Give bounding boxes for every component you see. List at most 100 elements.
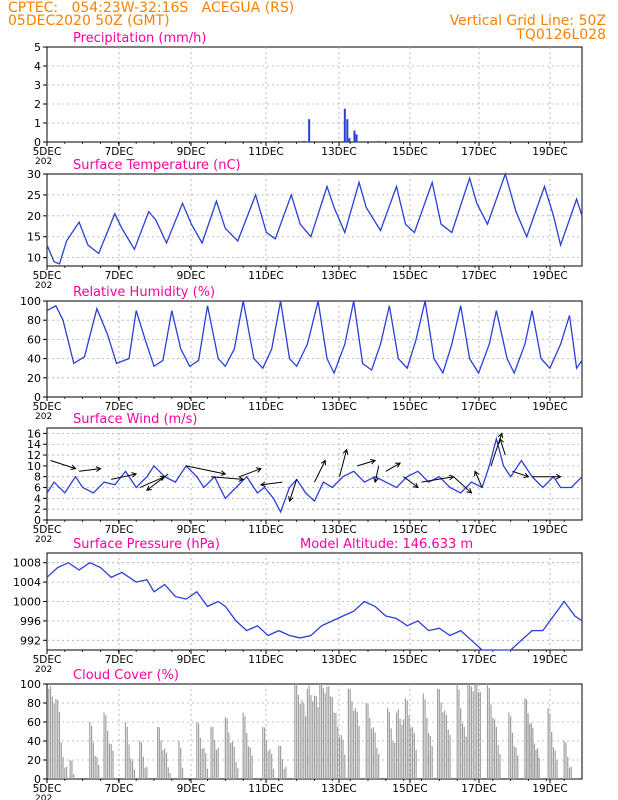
wind-ytick-label: 16	[27, 427, 41, 440]
rh-xtick-label: 13DEC	[321, 401, 356, 413]
precip-xtick-label: 19DEC	[532, 146, 567, 158]
precip-year-label: 202	[35, 157, 52, 167]
temp-series-line	[46, 171, 583, 265]
cloud-ytick-label: 20	[27, 754, 41, 767]
precip-ytick-label: 5	[34, 41, 41, 54]
precip-bar	[348, 138, 351, 142]
wind-wind-arrowhead	[555, 473, 562, 480]
wind-wind-arrow	[512, 470, 529, 478]
wind-wind-arrowhead	[498, 437, 504, 444]
wind-ytick-label: 12	[27, 449, 41, 462]
temp-xtick-label: 13DEC	[321, 270, 356, 282]
wind-wind-arrow	[374, 465, 380, 483]
wind-wind-arrowhead	[497, 432, 504, 439]
wind-wind-arrowhead	[412, 482, 419, 489]
wind-wind-arrowhead	[220, 470, 227, 476]
pres-title: Surface Pressure (hPa)	[73, 537, 220, 552]
wind-wind-arrow	[357, 459, 376, 467]
cloud-ytick-label: 80	[27, 697, 41, 710]
rh-title: Relative Humidity (%)	[73, 285, 215, 300]
rh-ytick-label: 20	[27, 372, 41, 385]
temp-xtick-label: 19DEC	[532, 270, 567, 282]
precip-frame	[46, 46, 583, 143]
rh-ytick-label: 100	[20, 295, 41, 308]
temp-xtick-label: 5DEC	[33, 270, 62, 282]
wind-series-line	[46, 436, 583, 514]
cloud-xtick-label: 5DEC	[33, 783, 62, 795]
wind-ytick-label: 10	[27, 460, 41, 473]
wind-xtick-label: 5DEC	[33, 524, 62, 536]
temp-ytick-label: 30	[27, 168, 41, 181]
cloud-ytick-label: 100	[20, 678, 41, 691]
wind-ytick-label: 14	[27, 438, 41, 451]
cloud-ytick-label: 60	[27, 716, 41, 729]
wind-wind-arrowhead	[95, 466, 102, 472]
temp-xtick-label: 9DEC	[177, 270, 206, 282]
wind-ytick-label: 8	[34, 471, 41, 484]
wind-wind-arrowhead	[131, 472, 138, 478]
wind-wind-arrowhead	[395, 462, 402, 468]
wind-year-label: 202	[35, 535, 52, 545]
wind-wind-arrow	[185, 465, 226, 475]
rh-xtick-label: 5DEC	[33, 401, 62, 413]
wind-wind-arrowhead	[373, 477, 379, 484]
wind-ytick-label: 6	[34, 482, 41, 495]
rh-year-label: 202	[35, 412, 52, 422]
precip-ytick-label: 1	[34, 117, 41, 130]
wind-wind-arrowhead	[288, 496, 294, 503]
pres-xtick-label: 15DEC	[392, 654, 427, 666]
temp-ytick-label: 15	[27, 231, 41, 244]
wind-xtick-label: 11DEC	[248, 524, 283, 536]
temp-ytick-label: 10	[27, 252, 41, 265]
cloud-xtick-label: 9DEC	[177, 783, 206, 795]
wind-wind-arrow	[499, 438, 506, 456]
cloud-xtick-label: 11DEC	[248, 783, 283, 795]
wind-xtick-label: 7DEC	[105, 524, 134, 536]
precip-ytick-label: 4	[34, 60, 41, 73]
precip-bar	[377, 141, 380, 142]
cloud-xtick-label: 19DEC	[532, 783, 567, 795]
temp-xtick-label: 7DEC	[105, 270, 134, 282]
wind-wind-arrow	[260, 481, 283, 486]
wind-wind-arrow	[385, 462, 401, 472]
temp-title: Surface Temperature (nC)	[73, 158, 241, 173]
wind-xtick-label: 15DEC	[392, 524, 427, 536]
wind-wind-arrowhead	[474, 470, 480, 477]
rh-ytick-label: 40	[27, 353, 41, 366]
pres-ytick-label: 1004	[13, 576, 41, 589]
precip-bar	[302, 141, 305, 142]
pres-ytick-label: 1000	[13, 596, 41, 609]
cloud-ytick-label: 40	[27, 735, 41, 748]
precip-title: Precipitation (mm/h)	[73, 31, 206, 46]
wind-xtick-label: 13DEC	[321, 524, 356, 536]
wind-xtick-label: 19DEC	[532, 524, 567, 536]
wind-wind-arrow	[146, 473, 169, 491]
rh-xtick-label: 11DEC	[248, 401, 283, 413]
rh-xtick-label: 9DEC	[177, 401, 206, 413]
precip-xtick-label: 17DEC	[461, 146, 496, 158]
pres-ytick-label: 992	[20, 634, 41, 647]
header-grid-line: Vertical Grid Line: 50Z	[449, 13, 606, 29]
pres-xtick-label: 7DEC	[105, 654, 134, 666]
cloud-ytick-label: 0	[34, 773, 41, 786]
temp-xtick-label: 15DEC	[392, 270, 427, 282]
wind-wind-arrowhead	[255, 467, 262, 473]
rh-ytick-label: 60	[27, 333, 41, 346]
precip-ytick-label: 2	[34, 98, 41, 111]
pres-year-label: 202	[35, 665, 52, 675]
wind-xtick-label: 9DEC	[177, 524, 206, 536]
pres-ytick-label: 996	[20, 615, 41, 628]
wind-wind-arrow	[139, 476, 165, 488]
wind-wind-arrowhead	[259, 481, 266, 488]
wind-wind-arrowhead	[370, 458, 377, 465]
wind-title: Surface Wind (m/s)	[73, 412, 197, 427]
wind-wind-arrow	[289, 479, 298, 502]
wind-wind-arrowhead	[146, 485, 152, 491]
wind-wind-arrow	[453, 476, 472, 494]
wind-wind-arrow	[314, 460, 326, 483]
wind-xtick-label: 17DEC	[461, 524, 496, 536]
pres-xtick-label: 11DEC	[248, 654, 283, 666]
wind-wind-arrow	[474, 471, 483, 488]
rh-series-line	[46, 300, 583, 375]
model-altitude-label: Model Altitude: 146.633 m	[300, 537, 473, 552]
